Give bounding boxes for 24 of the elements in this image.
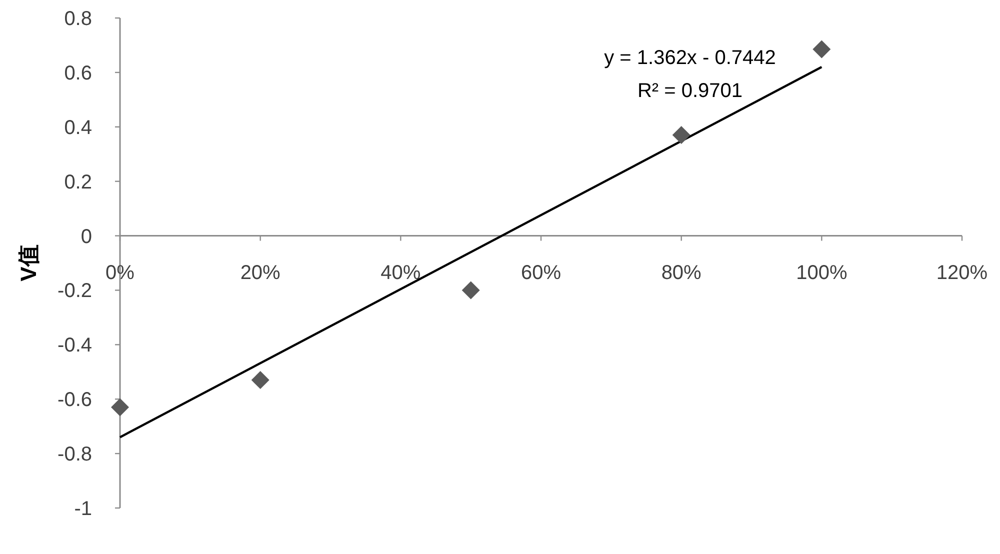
x-tick-label: 80%	[661, 262, 702, 284]
point	[462, 281, 480, 300]
y-axis-title: V值	[16, 244, 41, 282]
y-tick-label: 0.6	[64, 62, 92, 84]
y-tick-label: -1	[74, 498, 92, 520]
y-tick-label: -0.8	[58, 444, 92, 466]
y-tick-label: 0	[80, 226, 92, 248]
y-tick-label: 0.4	[64, 116, 92, 139]
point	[812, 40, 831, 58]
y-tick-label: 0.8	[64, 8, 92, 30]
x-tick-label: 60%	[520, 262, 562, 284]
point	[672, 126, 690, 144]
x-tick-label: 100%	[796, 262, 848, 284]
y-tick-label: -0.6	[58, 389, 92, 412]
y-tick-label: 0.2	[64, 171, 92, 194]
x-tick-label: 120%	[936, 262, 988, 284]
annotation: y = 1.362x - 0.7442	[604, 47, 776, 69]
point	[251, 371, 270, 390]
y-tick-label: -0.4	[58, 334, 92, 357]
x-tick-label: 20%	[240, 262, 281, 284]
x-tick-label: 40%	[380, 262, 421, 284]
annotation: R² = 0.9701	[637, 80, 743, 102]
point	[111, 398, 129, 416]
y-tick-label: -0.2	[58, 280, 92, 302]
